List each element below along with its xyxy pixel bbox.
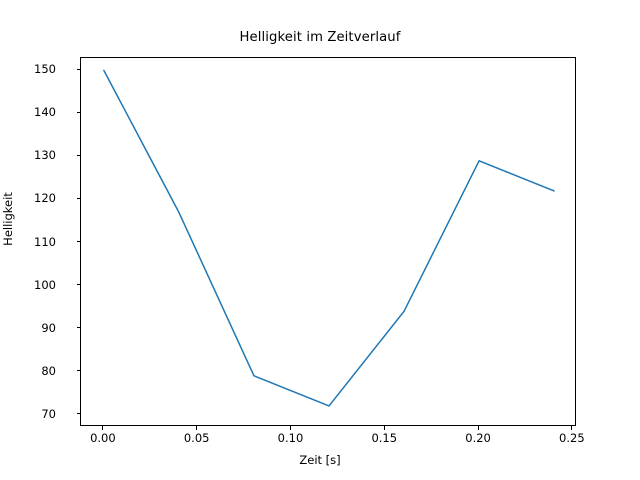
y-tick-label: 120	[34, 191, 56, 206]
y-tick-mark	[76, 197, 80, 200]
data-line-series	[103, 69, 555, 407]
x-tick-mark	[196, 426, 198, 430]
y-tick-label: 140	[34, 105, 56, 120]
y-tick-mark	[76, 241, 80, 243]
y-tick-mark	[76, 284, 80, 286]
y-tick-label: 150	[34, 62, 56, 77]
y-tick-label: 70	[41, 406, 56, 421]
y-tick-mark	[76, 68, 80, 71]
y-tick-mark	[76, 111, 80, 114]
y-tick-label: 90	[41, 320, 56, 335]
y-tick-label: 110	[34, 234, 56, 249]
x-axis-label: Zeit [s]	[299, 453, 341, 467]
y-tick-mark	[76, 413, 80, 415]
plot-area	[80, 57, 576, 426]
y-tick-label: 130	[34, 148, 56, 163]
x-tick-label: 0.20	[465, 431, 491, 445]
x-tick-label: 0.05	[183, 431, 210, 445]
x-tick-mark	[477, 426, 479, 430]
y-tick-label: 80	[41, 363, 56, 378]
x-tick-mark	[571, 426, 573, 430]
x-tick-label: 0.00	[90, 431, 116, 445]
series-helligkeit-polyline	[103, 69, 555, 407]
y-tick-label: 100	[34, 277, 56, 292]
x-tick-mark	[289, 426, 292, 430]
x-tick-label: 0.10	[277, 431, 304, 445]
y-tick-mark	[76, 327, 80, 329]
x-tick-label: 0.15	[371, 431, 398, 445]
x-tick-mark	[383, 426, 385, 430]
chart-title: Helligkeit im Zeitverlauf	[239, 30, 401, 45]
x-tick-mark	[102, 426, 104, 430]
y-tick-mark	[76, 154, 80, 157]
x-tick-label: 0.25	[559, 431, 585, 445]
y-tick-mark	[76, 370, 80, 372]
